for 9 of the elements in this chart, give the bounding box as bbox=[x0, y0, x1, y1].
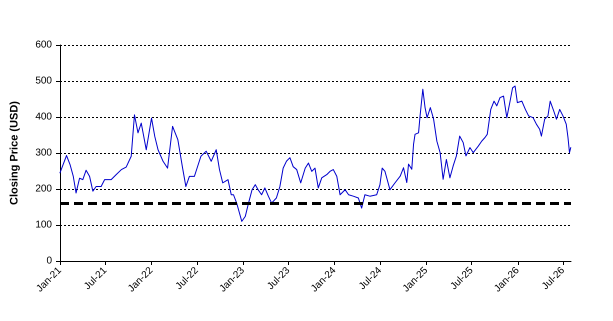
y-tick-label: 400 bbox=[35, 112, 52, 122]
y-tick-label: 300 bbox=[35, 148, 52, 158]
y-tick-label: 200 bbox=[35, 184, 52, 194]
y-tick-label: 500 bbox=[35, 76, 52, 86]
y-axis-title: Closing Price (USD) bbox=[8, 100, 20, 205]
y-tick-label: 600 bbox=[35, 40, 52, 50]
y-tick-label: 100 bbox=[35, 220, 52, 230]
line-series bbox=[60, 86, 572, 222]
y-tick-label: 0 bbox=[46, 256, 52, 266]
